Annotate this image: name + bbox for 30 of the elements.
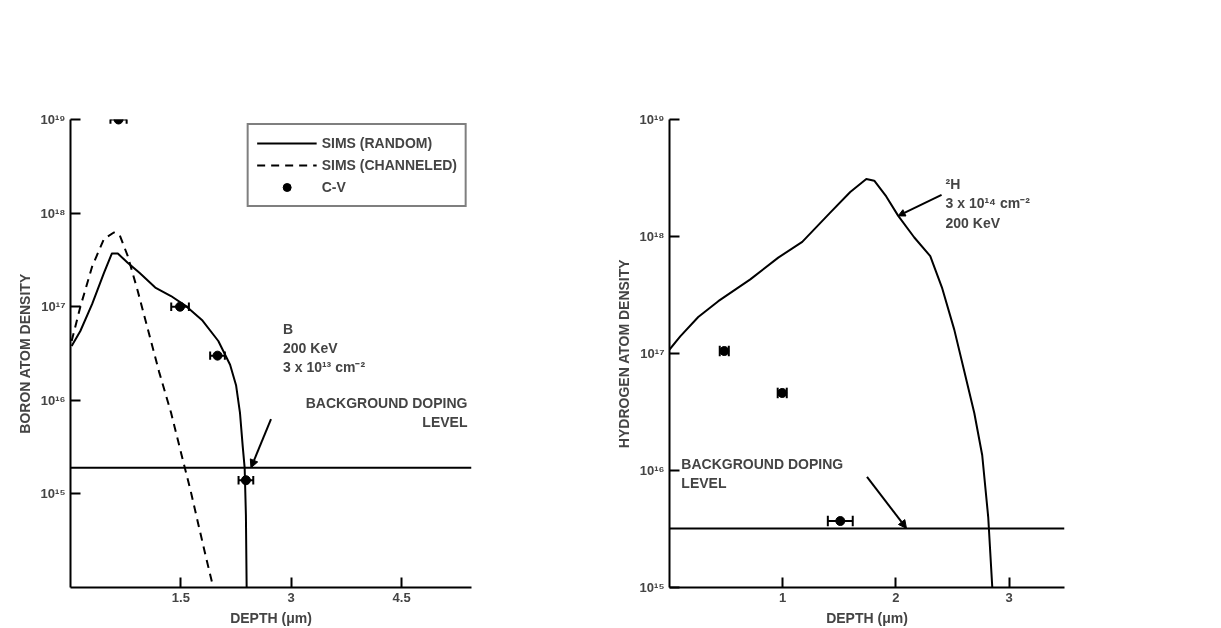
- y-tick-label: 10¹⁶: [639, 463, 665, 478]
- y-tick-label: 10¹⁶: [40, 392, 66, 408]
- annotation: ²H 3 x 10¹⁴ cm⁻² 200 KeV: [945, 176, 1031, 231]
- legend-label: SIMS (CHANNELED): [321, 157, 457, 173]
- y-tick-label: 10¹⁷: [41, 299, 66, 315]
- point: [175, 301, 186, 312]
- y-tick-label: 10¹⁵: [639, 580, 665, 595]
- y-axis-title: HYDROGEN ATOM DENSITY: [615, 258, 632, 449]
- ref-line-label: BACKGROUND DOPING LEVEL: [681, 455, 844, 491]
- x-tick-label: 3: [287, 589, 295, 605]
- y-tick-label: 10¹⁵: [40, 486, 66, 502]
- x-axis-title: DEPTH (μm): [230, 609, 312, 626]
- annotation: B 200 KeV 3 x 10¹³ cm⁻²: [283, 320, 366, 376]
- x-tick-label: 2: [892, 589, 900, 605]
- x-tick-label: 4.5: [392, 589, 411, 605]
- x-axis-title: DEPTH (μm): [826, 609, 908, 626]
- y-axis-title: BORON ATOM DENSITY: [16, 273, 33, 434]
- y-tick-label: 10¹⁸: [40, 205, 66, 221]
- point: [240, 475, 251, 486]
- y-tick-label: 10¹⁷: [640, 346, 665, 361]
- point: [835, 516, 846, 527]
- legend-label: SIMS (RANDOM): [321, 135, 433, 151]
- x-tick-label: 1: [779, 589, 787, 605]
- y-tick-label: 10¹⁹: [40, 112, 66, 127]
- y-tick-label: 10¹⁹: [639, 112, 665, 127]
- legend-label: C-V: [321, 179, 346, 195]
- x-tick-label: 3: [1005, 589, 1013, 605]
- y-tick-label: 10¹⁸: [639, 229, 665, 244]
- ref-line-label: BACKGROUND DOPING LEVEL: [305, 395, 468, 431]
- x-tick-label: 1.5: [171, 589, 190, 605]
